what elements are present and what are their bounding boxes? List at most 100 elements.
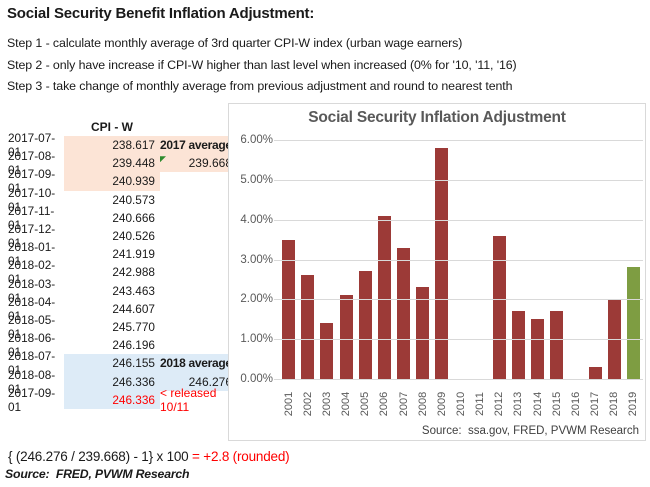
x-axis-tick-label: 2016 [569, 391, 582, 417]
gridline [274, 379, 643, 380]
table-row: 2017-09-01 246.336 < released 10/11 [8, 385, 240, 414]
gridline [274, 299, 643, 301]
cola-formula: { (246.276 / 239.668) - 1} x 100 = +2.8 … [8, 449, 290, 464]
x-axis-tick: 2002 [298, 383, 317, 425]
value-cell: 243.463 [112, 283, 155, 298]
bar-2013 [511, 311, 525, 379]
bar-2014 [531, 319, 545, 379]
y-axis: 6.00% 5.00% 4.00% 3.00% 2.00% 1.00% 0.00% [229, 134, 273, 385]
x-axis-tick: 2010 [451, 383, 470, 425]
note-text: 239.668 [188, 156, 232, 171]
table-header: CPI - W [91, 120, 133, 134]
x-axis-tick: 2013 [509, 383, 528, 425]
note-cell: 239.668 [160, 154, 240, 173]
x-axis-tick: 2005 [356, 383, 375, 425]
x-axis-tick: 2007 [394, 383, 413, 425]
gridline [274, 259, 643, 261]
y-axis-tick-label: 3.00% [240, 253, 273, 266]
note-text: 2018 average [160, 356, 232, 371]
value-cell: 246.336 [64, 372, 160, 391]
x-axis-tick: 2019 [624, 383, 643, 425]
chart-source-note: Source: ssa.gov, FRED, PVWM Research [421, 425, 639, 437]
x-axis-tick: 2011 [471, 383, 490, 425]
y-axis-tick-label: 4.00% [240, 213, 273, 226]
step-2: Step 2 - only have increase if CPI-W hig… [7, 57, 517, 72]
table-row: 2018-08-01 246.336 246.276 [8, 368, 240, 396]
bar-slot [528, 140, 547, 379]
steps-list: Step 1 - calculate monthly average of 3r… [7, 33, 517, 98]
x-axis-tick: 2017 [586, 383, 605, 425]
value-cell: 246.336 [64, 390, 160, 409]
bar-slot [490, 140, 509, 379]
bar-2019 [626, 267, 640, 379]
bar-slot [317, 140, 336, 379]
y-axis-tick-label: 2.00% [240, 293, 273, 306]
bar-2004 [339, 295, 353, 379]
bar-slot [432, 140, 451, 379]
table-row: 2018-07-01 246.155 2018 average [8, 349, 240, 377]
gridline [274, 179, 643, 181]
x-axis-tick: 2018 [605, 383, 624, 425]
value-cell: 238.617 [64, 136, 160, 155]
x-axis-tick-label: 2005 [359, 391, 372, 417]
x-axis-tick: 2006 [375, 383, 394, 425]
note-text: 2017 average [160, 138, 232, 153]
table-row: 2017-07-01 238.617 2017 average [8, 131, 240, 159]
bar-2003 [320, 323, 334, 379]
formula-expression: { (246.276 / 239.668) - 1} x 100 [8, 449, 193, 464]
value-cell: 242.988 [112, 265, 155, 280]
bar-slot [356, 140, 375, 379]
x-axis-tick-label: 2013 [512, 391, 525, 417]
table-row: 2018-03-01 243.463 [8, 277, 240, 305]
value-cell: 240.526 [112, 229, 155, 244]
x-axis-tick-label: 2015 [550, 391, 563, 417]
bar-2002 [301, 275, 315, 379]
x-axis-tick: 2016 [566, 383, 585, 425]
bar-slot [413, 140, 432, 379]
document-source-note: Source: FRED, PVWM Research [5, 467, 190, 481]
date-cell: 2017-09-01 [8, 385, 56, 414]
bar-slot [375, 140, 394, 379]
x-axis-tick-label: 2018 [608, 391, 621, 417]
x-axis-tick-label: 2011 [474, 392, 487, 416]
x-axis-tick-label: 2001 [282, 391, 295, 417]
note-text: < released 10/11 [160, 385, 217, 414]
note-cell: < released 10/11 [160, 386, 240, 414]
cpi-w-table: CPI - W 2017-07-01 238.617 2017 average 201… [8, 118, 240, 414]
x-axis-tick: 2012 [490, 383, 509, 425]
bar-slot [298, 140, 317, 379]
table-row: 2017-08-01 239.448 239.668 [8, 149, 240, 177]
x-axis-tick-label: 2008 [416, 391, 429, 417]
bar-2015 [550, 311, 564, 379]
table-rows: 2017-07-01 238.617 2017 average 2017-08-01 2… [8, 131, 240, 414]
bar-slot [509, 140, 528, 379]
y-axis-tick-label: 1.00% [240, 333, 273, 346]
bar-2005 [358, 271, 372, 379]
bar-slot [336, 140, 355, 379]
x-axis-tick: 2015 [547, 383, 566, 425]
bar-slot [279, 140, 298, 379]
x-axis-tick: 2004 [336, 383, 355, 425]
x-axis-tick-label: 2007 [397, 391, 410, 417]
x-axis-tick: 2014 [528, 383, 547, 425]
x-axis-tick-label: 2002 [301, 391, 314, 417]
x-axis-tick-label: 2014 [531, 391, 544, 417]
x-axis-tick: 2001 [279, 383, 298, 425]
value-cell: 239.448 [64, 154, 160, 173]
bar-2007 [397, 247, 411, 379]
bar-slot [547, 140, 566, 379]
value-cell: 246.155 [64, 354, 160, 373]
step-1: Step 1 - calculate monthly average of 3r… [7, 36, 463, 50]
value-cell: 244.607 [112, 301, 155, 316]
gridline [274, 339, 643, 341]
x-axis-tick-label: 2009 [435, 391, 448, 417]
x-axis: 2001 2002 2003 2004 2005 2006 2007 2008 2009 2010… [279, 383, 643, 425]
inflation-adjustment-chart: Social Security Inflation Adjustment 6.0… [228, 103, 646, 441]
bar-2017 [588, 367, 602, 379]
value-cell: 240.573 [112, 192, 155, 207]
x-axis-tick-label: 2017 [589, 391, 602, 417]
cell-error-flag-icon [160, 156, 166, 163]
table-row: 2017-09-01 240.939 [8, 167, 240, 195]
x-axis-tick-label: 2004 [340, 391, 353, 417]
